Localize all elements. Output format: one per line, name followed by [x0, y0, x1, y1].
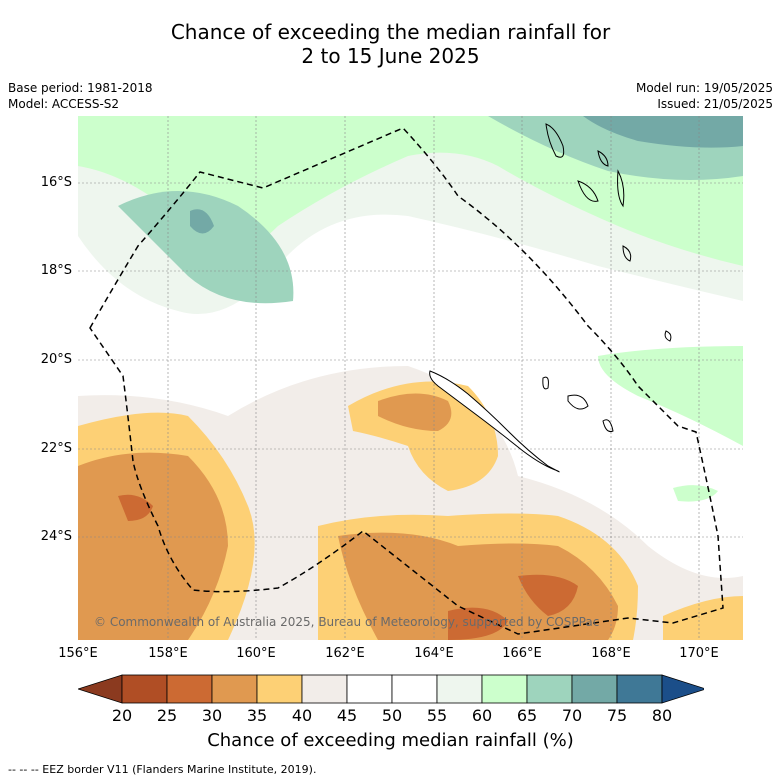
colorbar-tick-label: 80 [651, 706, 673, 725]
colorbar-segment [391, 674, 438, 704]
copyright-notice: © Commonwealth of Australia 2025, Bureau… [94, 615, 600, 629]
vanuatu-islands [545, 123, 672, 342]
colorbar-segment [346, 674, 393, 704]
colorbar-tick-label: 50 [381, 706, 403, 725]
colorbar-tick-label: 60 [471, 706, 493, 725]
loyalty-islands [542, 376, 614, 432]
map-title-line2: 2 to 15 June 2025 [301, 44, 480, 68]
lat-label: 24°S [40, 529, 72, 544]
lon-label: 166°E [502, 646, 542, 661]
colorbar-segment [616, 674, 663, 704]
region-25-30-south2 [448, 607, 508, 640]
model-run: Model run: 19/05/2025 [635, 81, 773, 95]
colorbar-tick-label: 20 [111, 706, 133, 725]
colorbar-tick-label: 40 [291, 706, 313, 725]
colorbar-segment [436, 674, 483, 704]
colorbar-tick-label: 25 [156, 706, 178, 725]
colorbar-segment [301, 674, 348, 704]
region-70-75-north [190, 209, 214, 234]
lon-label: 160°E [236, 646, 276, 661]
rainfall-map [78, 116, 743, 640]
issued-date: Issued: 21/05/2025 [657, 97, 773, 111]
colorbar-segment [166, 674, 213, 704]
colorbar-label: Chance of exceeding median rainfall (%) [207, 730, 574, 751]
lon-label: 168°E [591, 646, 631, 661]
lon-label: 158°E [148, 646, 188, 661]
colorbar-segment [571, 674, 618, 704]
base-period: Base period: 1981-2018 [8, 81, 153, 95]
colorbar-segment [211, 674, 258, 704]
colorbar-segment [121, 674, 168, 704]
region-30-35-central [378, 393, 452, 431]
lat-label: 16°S [40, 175, 72, 190]
region-25-30-south [518, 574, 578, 616]
lon-label: 170°E [679, 646, 719, 661]
colorbar [78, 674, 704, 704]
colorbar-tick-label: 70 [561, 706, 583, 725]
colorbar-tick-label: 45 [336, 706, 358, 725]
region-60-65-se [673, 485, 718, 502]
colorbar-segment [256, 674, 303, 704]
region-60-65-east [598, 346, 743, 446]
lon-label: 164°E [414, 646, 454, 661]
lat-label: 20°S [40, 352, 72, 367]
colorbar-arrow-high [661, 674, 704, 704]
colorbar-tick-label: 55 [426, 706, 448, 725]
colorbar-tick-label: 30 [201, 706, 223, 725]
lat-label: 22°S [40, 441, 72, 456]
colorbar-tick-label: 75 [606, 706, 628, 725]
colorbar-arrow-low [78, 674, 123, 704]
new-caledonia-landmass [429, 370, 560, 473]
region-30-35-sw [78, 452, 228, 640]
eez-border [89, 127, 724, 635]
colorbar-tick-label: 65 [516, 706, 538, 725]
colorbar-tick-label: 35 [246, 706, 268, 725]
lon-label: 162°E [325, 646, 365, 661]
region-25-30-sw [118, 494, 153, 521]
eez-footer-note: -- -- -- EEZ border V11 (Flanders Marine… [8, 763, 317, 776]
map-title-line1: Chance of exceeding the median rainfall … [170, 20, 611, 44]
colorbar-segment [481, 674, 528, 704]
region-70-75-ne [583, 116, 743, 148]
lat-label: 18°S [40, 263, 72, 278]
model-name: Model: ACCESS-S2 [8, 97, 120, 111]
colorbar-segment [526, 674, 573, 704]
lon-label: 156°E [58, 646, 98, 661]
